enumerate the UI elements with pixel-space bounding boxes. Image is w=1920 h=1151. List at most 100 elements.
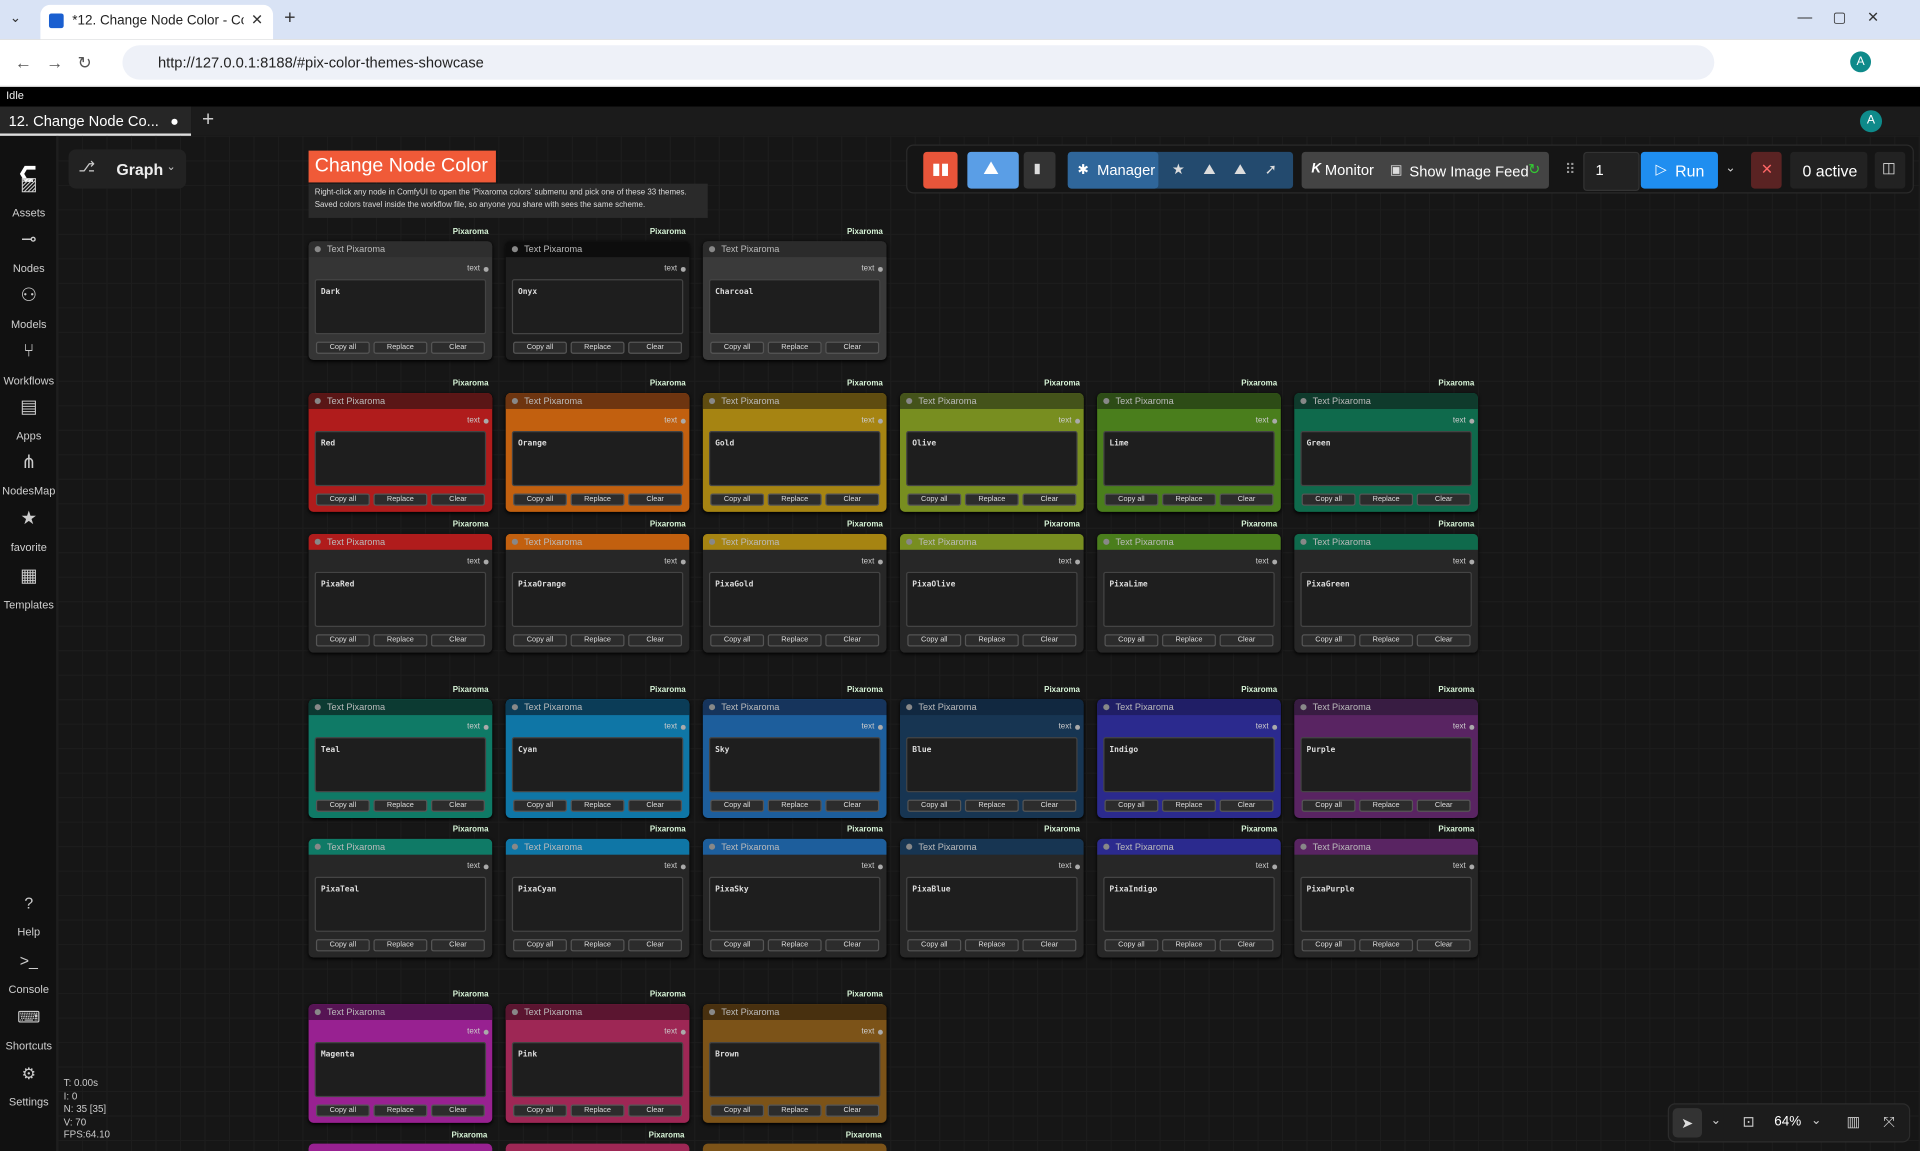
node-button[interactable]: Replace	[767, 493, 822, 506]
output-slot[interactable]	[1075, 418, 1081, 424]
tool-dropdown[interactable]: ⌄	[1710, 1114, 1721, 1128]
node[interactable]: Text Pixaroma text Red Copy all Replace Clear	[308, 393, 493, 512]
node-button[interactable]: Replace	[570, 493, 625, 506]
node-textarea[interactable]: Olive	[906, 431, 1078, 487]
image-feed-toggle[interactable]: ↻	[1528, 160, 1541, 178]
output-slot[interactable]	[483, 418, 489, 424]
node-button[interactable]: Clear	[1022, 799, 1077, 812]
node-button[interactable]: Replace	[1359, 634, 1414, 647]
sidebar-icon[interactable]: ⋔	[21, 451, 37, 473]
node-textarea[interactable]: Sky	[708, 737, 881, 793]
node-button[interactable]: Replace	[1162, 939, 1216, 952]
node-button[interactable]: Replace	[767, 1104, 822, 1117]
node-button[interactable]: Copy all	[513, 1104, 567, 1117]
zoom-dropdown[interactable]: ⌄	[1811, 1114, 1822, 1128]
node-button[interactable]: Clear	[825, 341, 880, 354]
node-button[interactable]: Replace	[373, 799, 428, 812]
node-button[interactable]: Copy all	[315, 1104, 370, 1117]
node-button[interactable]: Replace	[373, 634, 428, 647]
node-button[interactable]: Clear	[628, 634, 683, 647]
node[interactable]: Text Pixaroma text PixaOrange Copy all Repla…	[505, 533, 690, 653]
output-slot[interactable]	[1469, 559, 1475, 565]
node-button[interactable]: Clear	[825, 1104, 880, 1117]
node-textarea[interactable]: PixaPurple	[1300, 876, 1472, 932]
node[interactable]: Text Pixaroma text Orange Copy all Replace Cl…	[505, 393, 690, 512]
node-button[interactable]: Replace	[1359, 799, 1414, 812]
panel-toggle[interactable]: ◫	[1874, 151, 1906, 189]
node[interactable]: Text Pixaroma text PixaSky Copy all Replace C…	[702, 838, 887, 958]
node-textarea[interactable]: Onyx	[511, 279, 684, 335]
node-textarea[interactable]: PixaCyan	[511, 876, 684, 932]
user-avatar[interactable]: A	[1860, 110, 1883, 133]
node[interactable]: Text Pixaroma text Charcoal Copy all Replace…	[702, 241, 887, 361]
node-button[interactable]: Copy all	[315, 799, 370, 812]
node-button[interactable]: Clear	[431, 939, 485, 952]
output-slot[interactable]	[1272, 559, 1278, 565]
node[interactable]: Text Pixaroma text Cyan Copy all Replace Clea…	[505, 699, 690, 818]
node[interactable]: Text Pixaroma text Purple Copy all Replace Cl…	[1294, 699, 1478, 818]
node-textarea[interactable]: Purple	[1300, 737, 1472, 793]
node-button[interactable]: Replace	[964, 939, 1019, 952]
profile[interactable]: A	[1850, 51, 1872, 73]
output-slot[interactable]	[680, 864, 686, 870]
node-textarea[interactable]: Magenta	[314, 1042, 487, 1098]
window-controls[interactable]: — ▢ ✕	[1797, 8, 1880, 26]
node-button[interactable]: Copy all	[907, 799, 962, 812]
node-button[interactable]: Replace	[1162, 493, 1216, 506]
output-slot[interactable]	[483, 1029, 489, 1035]
output-slot[interactable]	[483, 864, 489, 870]
node[interactable]: Text Pixaroma text Lime Copy all Replace Clea…	[1097, 393, 1281, 512]
node-textarea[interactable]: PixaRed	[314, 571, 487, 627]
node[interactable]: Text Pixaroma text Brown Copy all Replace Cle…	[702, 1004, 887, 1123]
node-textarea[interactable]: Dark	[314, 279, 487, 335]
run-button[interactable]: ▷ Run	[1640, 151, 1718, 189]
node-button[interactable]: Copy all	[1301, 634, 1356, 647]
node[interactable]: Text Pixaroma text Gold Copy all Replace Clea…	[702, 393, 887, 512]
nav-buttons[interactable]: ← → ↻	[14, 52, 92, 73]
output-slot[interactable]	[1075, 864, 1081, 870]
node-textarea[interactable]: PixaOlive	[906, 571, 1078, 627]
node-button[interactable]: Replace	[1359, 493, 1414, 506]
image-feed-label[interactable]: Show Image Feed	[1409, 162, 1529, 181]
node-button[interactable]: Clear	[431, 341, 485, 354]
node-button[interactable]: Clear	[431, 493, 485, 506]
node-button[interactable]: Replace	[373, 341, 428, 354]
address-bar[interactable]: http://127.0.0.1:8188/#pix-color-themes-…	[122, 45, 1715, 80]
node-button[interactable]: Replace	[964, 799, 1019, 812]
node-textarea[interactable]: Gold	[708, 431, 881, 487]
node[interactable]: Text Pixaroma text Sky Copy all Replace Clear	[702, 699, 887, 818]
node-button[interactable]: Clear	[1022, 493, 1077, 506]
node[interactable]: Text Pixaroma text PixaTeal Copy all Replace…	[308, 838, 493, 958]
node-button[interactable]: Clear	[628, 493, 683, 506]
node-button[interactable]: Copy all	[710, 634, 765, 647]
output-slot[interactable]	[877, 418, 883, 424]
queue-count[interactable]: 1	[1583, 151, 1640, 192]
node-button[interactable]: Replace	[373, 939, 428, 952]
manager-icons[interactable]: ★⛰⛰➚	[1171, 160, 1296, 178]
output-slot[interactable]	[877, 1029, 883, 1035]
node[interactable]: Text Pixaroma text PixaRed Copy all Replace C…	[308, 533, 493, 653]
bookmark-button[interactable]: ▮	[1023, 151, 1056, 189]
node-textarea[interactable]: PixaSky	[708, 876, 881, 932]
node[interactable]: Text Pixaroma text Green Copy all Replace Cle…	[1294, 393, 1478, 512]
node[interactable]: Text Pixaroma text PixaGold Copy all Replace…	[702, 533, 887, 653]
workflow-tab[interactable]: 12. Change Node Co...	[0, 106, 192, 136]
node[interactable]: Text Pixaroma text PixaBlue Copy all Replace…	[900, 838, 1084, 958]
node[interactable]: Text Pixaroma text PixaGreen Copy all Replac…	[1294, 533, 1478, 653]
node-button[interactable]: Clear	[1022, 939, 1077, 952]
node-button[interactable]: Copy all	[907, 939, 962, 952]
output-slot[interactable]	[680, 1029, 686, 1035]
output-slot[interactable]	[483, 724, 489, 730]
output-slot[interactable]	[1469, 418, 1475, 424]
output-slot[interactable]	[680, 418, 686, 424]
node-textarea[interactable]: PixaIndigo	[1103, 876, 1275, 932]
output-slot[interactable]	[877, 266, 883, 272]
node-button[interactable]: Clear	[825, 939, 880, 952]
node-button[interactable]: Copy all	[1104, 939, 1159, 952]
node-button[interactable]: Copy all	[1301, 939, 1356, 952]
node-textarea[interactable]: Brown	[708, 1042, 881, 1098]
sidebar-icon[interactable]: >_	[19, 951, 38, 970]
node[interactable]: Text Pixaroma text Olive Copy all Replace Cle…	[900, 393, 1084, 512]
node-button[interactable]: Copy all	[513, 634, 567, 647]
node-button[interactable]: Copy all	[513, 799, 567, 812]
